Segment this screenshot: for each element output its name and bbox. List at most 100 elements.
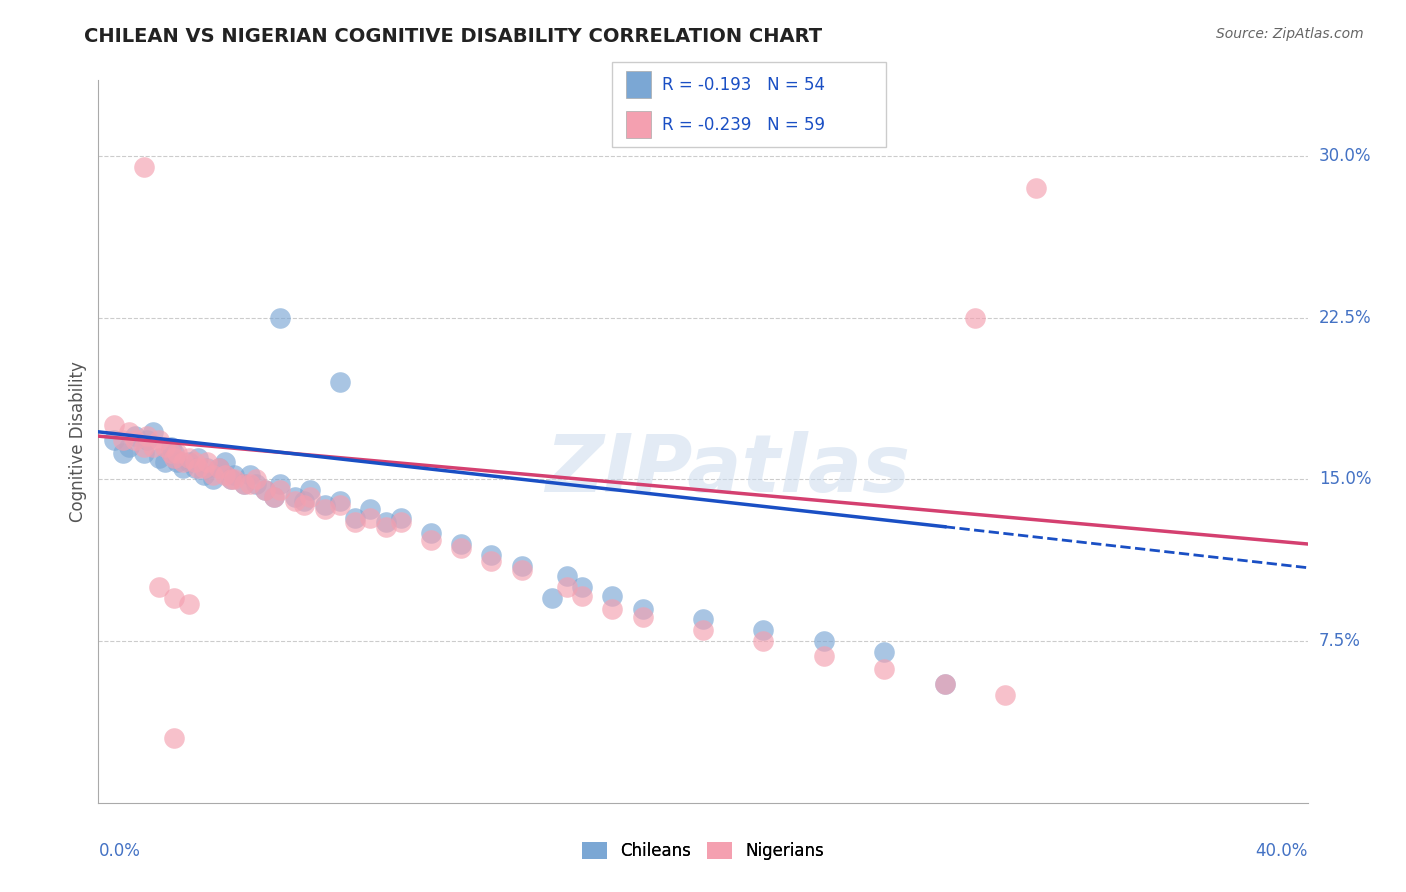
Point	[232, 476, 254, 491]
Point	[510, 558, 533, 573]
Point	[299, 483, 322, 497]
Point	[481, 548, 503, 562]
Point	[329, 493, 352, 508]
Point	[118, 440, 141, 454]
Point	[555, 569, 578, 583]
Text: R = -0.239   N = 59: R = -0.239 N = 59	[662, 116, 825, 134]
Point	[934, 677, 956, 691]
Point	[389, 511, 412, 525]
Point	[124, 429, 146, 443]
Point	[163, 731, 186, 745]
Point	[214, 455, 236, 469]
Point	[360, 502, 382, 516]
Text: 40.0%: 40.0%	[1256, 842, 1308, 860]
Point	[374, 520, 396, 534]
Point	[132, 160, 155, 174]
Point	[314, 502, 336, 516]
Point	[118, 425, 141, 439]
Point	[148, 450, 170, 465]
Point	[253, 483, 276, 497]
Point	[571, 580, 593, 594]
Point	[450, 537, 472, 551]
Point	[692, 624, 714, 638]
Point	[172, 461, 194, 475]
Point	[232, 476, 254, 491]
Point	[195, 461, 218, 475]
Point	[124, 434, 146, 448]
Point	[284, 493, 307, 508]
Point	[329, 498, 352, 512]
Point	[1024, 181, 1046, 195]
Point	[172, 455, 194, 469]
Point	[179, 450, 201, 465]
Text: 0.0%: 0.0%	[98, 842, 141, 860]
Point	[934, 677, 956, 691]
Text: 30.0%: 30.0%	[1319, 147, 1371, 165]
Point	[299, 490, 322, 504]
Point	[631, 601, 654, 615]
Point	[163, 446, 186, 460]
Point	[179, 598, 201, 612]
Point	[142, 440, 165, 454]
Point	[873, 662, 896, 676]
Point	[994, 688, 1017, 702]
Point	[239, 467, 262, 482]
Point	[314, 498, 336, 512]
Point	[163, 450, 186, 465]
Point	[179, 455, 201, 469]
Point	[571, 589, 593, 603]
Point	[187, 461, 209, 475]
Point	[420, 526, 443, 541]
Point	[111, 446, 134, 460]
Point	[602, 601, 624, 615]
Point	[135, 434, 157, 448]
Text: R = -0.193   N = 54: R = -0.193 N = 54	[662, 76, 825, 94]
Point	[360, 511, 382, 525]
Point	[752, 624, 775, 638]
Point	[450, 541, 472, 556]
Text: Source: ZipAtlas.com: Source: ZipAtlas.com	[1216, 27, 1364, 41]
Point	[374, 516, 396, 530]
Point	[224, 467, 246, 482]
Point	[292, 498, 315, 512]
Point	[873, 645, 896, 659]
Point	[245, 476, 267, 491]
Point	[263, 490, 285, 504]
Point	[344, 511, 367, 525]
Point	[752, 634, 775, 648]
Point	[132, 446, 155, 460]
Point	[269, 483, 291, 497]
Point	[184, 461, 207, 475]
Point	[148, 580, 170, 594]
Point	[221, 472, 243, 486]
Text: ZIPatlas: ZIPatlas	[544, 432, 910, 509]
Point	[132, 440, 155, 454]
Point	[631, 610, 654, 624]
Point	[344, 516, 367, 530]
Point	[555, 580, 578, 594]
Point	[481, 554, 503, 568]
Point	[239, 476, 262, 491]
Point	[813, 634, 835, 648]
Point	[193, 467, 215, 482]
Point	[163, 591, 186, 605]
Point	[284, 490, 307, 504]
Point	[292, 493, 315, 508]
Point	[269, 476, 291, 491]
Point	[208, 461, 231, 475]
Y-axis label: Cognitive Disability: Cognitive Disability	[69, 361, 87, 522]
Text: 22.5%: 22.5%	[1319, 309, 1371, 326]
Point	[153, 440, 176, 454]
Text: CHILEAN VS NIGERIAN COGNITIVE DISABILITY CORRELATION CHART: CHILEAN VS NIGERIAN COGNITIVE DISABILITY…	[84, 27, 823, 45]
Point	[111, 434, 134, 448]
Point	[420, 533, 443, 547]
Point	[965, 310, 987, 325]
Point	[813, 649, 835, 664]
Point	[153, 455, 176, 469]
Point	[103, 418, 125, 433]
Point	[187, 450, 209, 465]
Point	[142, 425, 165, 439]
Point	[253, 483, 276, 497]
Point	[540, 591, 562, 605]
Legend: Chileans, Nigerians: Chileans, Nigerians	[575, 835, 831, 867]
